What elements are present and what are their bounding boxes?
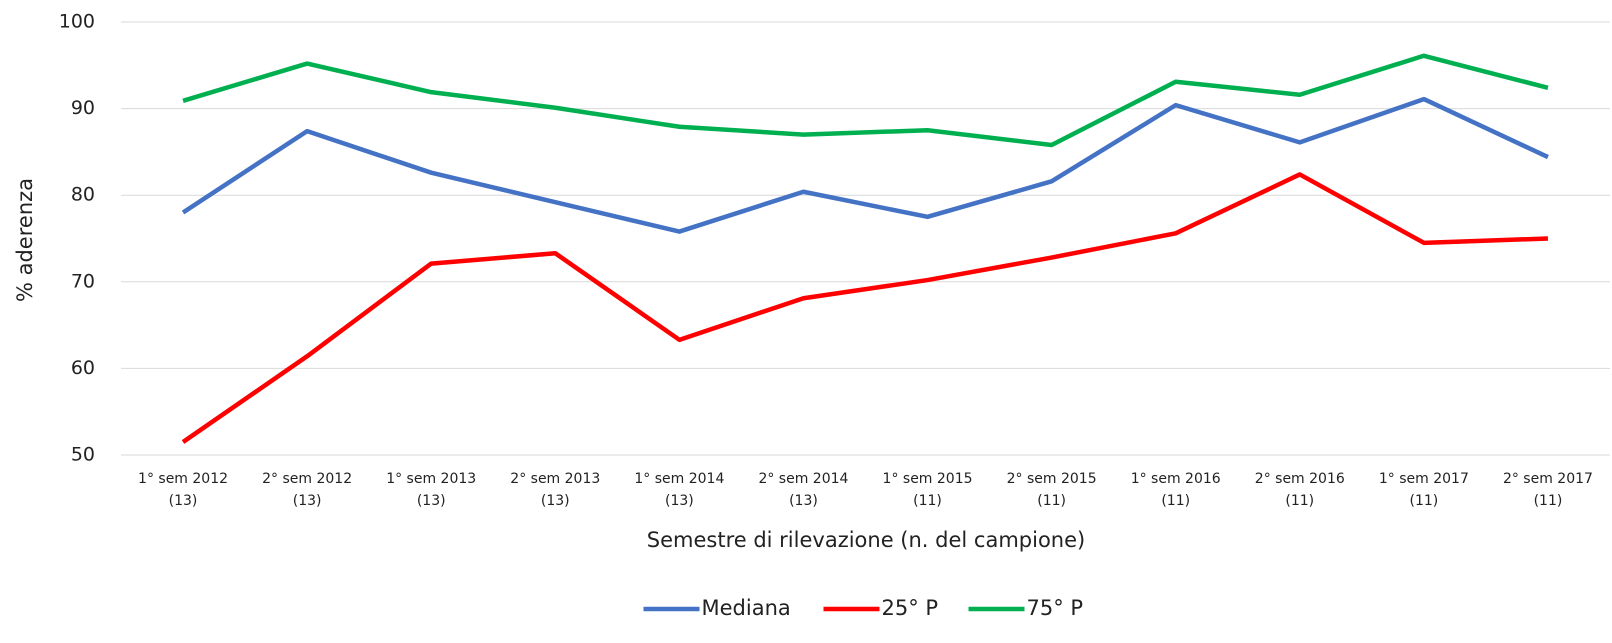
y-tick-label: 90: [71, 97, 95, 119]
legend-label: Mediana: [702, 596, 791, 620]
y-tick-label: 100: [59, 11, 95, 33]
x-tick-label: 1° sem 2016: [1131, 471, 1221, 487]
x-tick-label: (11): [1534, 493, 1563, 509]
x-tick-label: 2° sem 2013: [510, 471, 600, 487]
x-tick-label: 1° sem 2013: [386, 471, 476, 487]
x-tick-label: (13): [789, 493, 818, 509]
x-tick-label: (13): [665, 493, 694, 509]
y-tick-label: 60: [71, 357, 95, 379]
x-tick-label: (11): [1037, 493, 1066, 509]
y-tick-label: 50: [71, 444, 95, 466]
x-tick-label: 2° sem 2016: [1255, 471, 1345, 487]
x-tick-label: (11): [1161, 493, 1190, 509]
y-tick-label: 70: [71, 270, 95, 292]
y-tick-label: 80: [71, 184, 95, 206]
x-tick-label: 1° sem 2014: [634, 471, 724, 487]
legend-label: 75° P: [1027, 596, 1084, 620]
x-tick-label: 1° sem 2017: [1379, 471, 1469, 487]
x-axis-title: Semestre di rilevazione (n. del campione…: [647, 528, 1085, 552]
x-tick-label: 1° sem 2012: [138, 471, 228, 487]
x-tick-label: 2° sem 2014: [758, 471, 848, 487]
x-tick-label: (13): [417, 493, 446, 509]
y-axis-title: % aderenza: [13, 178, 37, 302]
x-tick-label: (11): [1410, 493, 1439, 509]
x-tick-label: (13): [541, 493, 570, 509]
x-tick-label: (13): [169, 493, 198, 509]
x-tick-label: 2° sem 2015: [1007, 471, 1097, 487]
legend-label: 25° P: [882, 596, 939, 620]
x-tick-label: (11): [913, 493, 942, 509]
x-tick-label: (11): [1285, 493, 1314, 509]
x-tick-label: 1° sem 2015: [883, 471, 973, 487]
x-tick-label: (13): [293, 493, 322, 509]
line-series: [181, 172, 1549, 444]
x-tick-label: 2° sem 2017: [1503, 471, 1593, 487]
line-series: [182, 53, 1549, 148]
line-series: [181, 96, 1549, 234]
x-tick-label: 2° sem 2012: [262, 471, 352, 487]
